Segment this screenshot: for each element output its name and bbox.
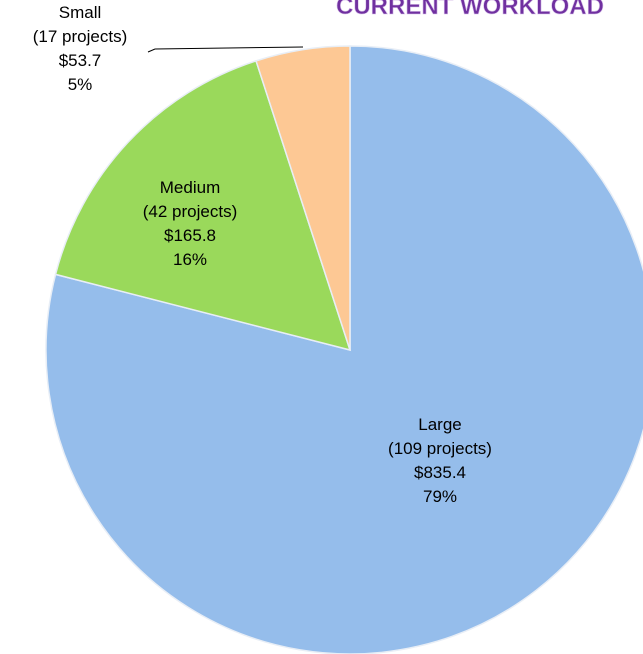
slice-label: Small <box>59 3 102 22</box>
project-count: (109 projects) <box>388 439 492 458</box>
value-label: 5% <box>68 75 93 94</box>
pie-slice <box>45 45 643 654</box>
chart-title: CURRENT WORKLOAD <box>336 0 604 20</box>
amount-label: $165.8 <box>164 226 216 245</box>
slice-label: Medium <box>160 178 220 197</box>
value-label: 16% <box>173 250 207 269</box>
amount-label: $835.4 <box>414 463 466 482</box>
project-count: (17 projects) <box>33 27 127 46</box>
slice-label: Large <box>418 415 461 434</box>
pie-slice <box>54 59 352 352</box>
amount-label: $53.7 <box>59 51 102 70</box>
value-label: 79% <box>423 487 457 506</box>
project-count: (42 projects) <box>143 202 237 221</box>
leader-line <box>147 46 304 53</box>
pie-slice <box>255 45 351 351</box>
